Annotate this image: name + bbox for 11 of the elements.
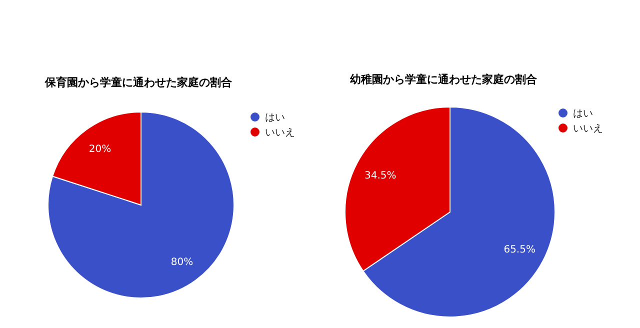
legend-label: いいえ xyxy=(573,124,603,134)
data-label: 80% xyxy=(170,256,194,268)
chart-title: 保育園から学童に通わせた家庭の割合 xyxy=(44,76,233,89)
data-label: 20% xyxy=(88,144,112,156)
data-label: 65.5% xyxy=(504,244,536,256)
legend-label: いいえ xyxy=(265,128,295,138)
data-label: 34.5% xyxy=(364,170,396,182)
legend-label: はい xyxy=(265,112,285,124)
chart-title: 幼稚園から学童に通わせた家庭の割合 xyxy=(349,73,538,86)
pie-slice xyxy=(48,112,234,298)
legend-label: はい xyxy=(573,108,593,120)
